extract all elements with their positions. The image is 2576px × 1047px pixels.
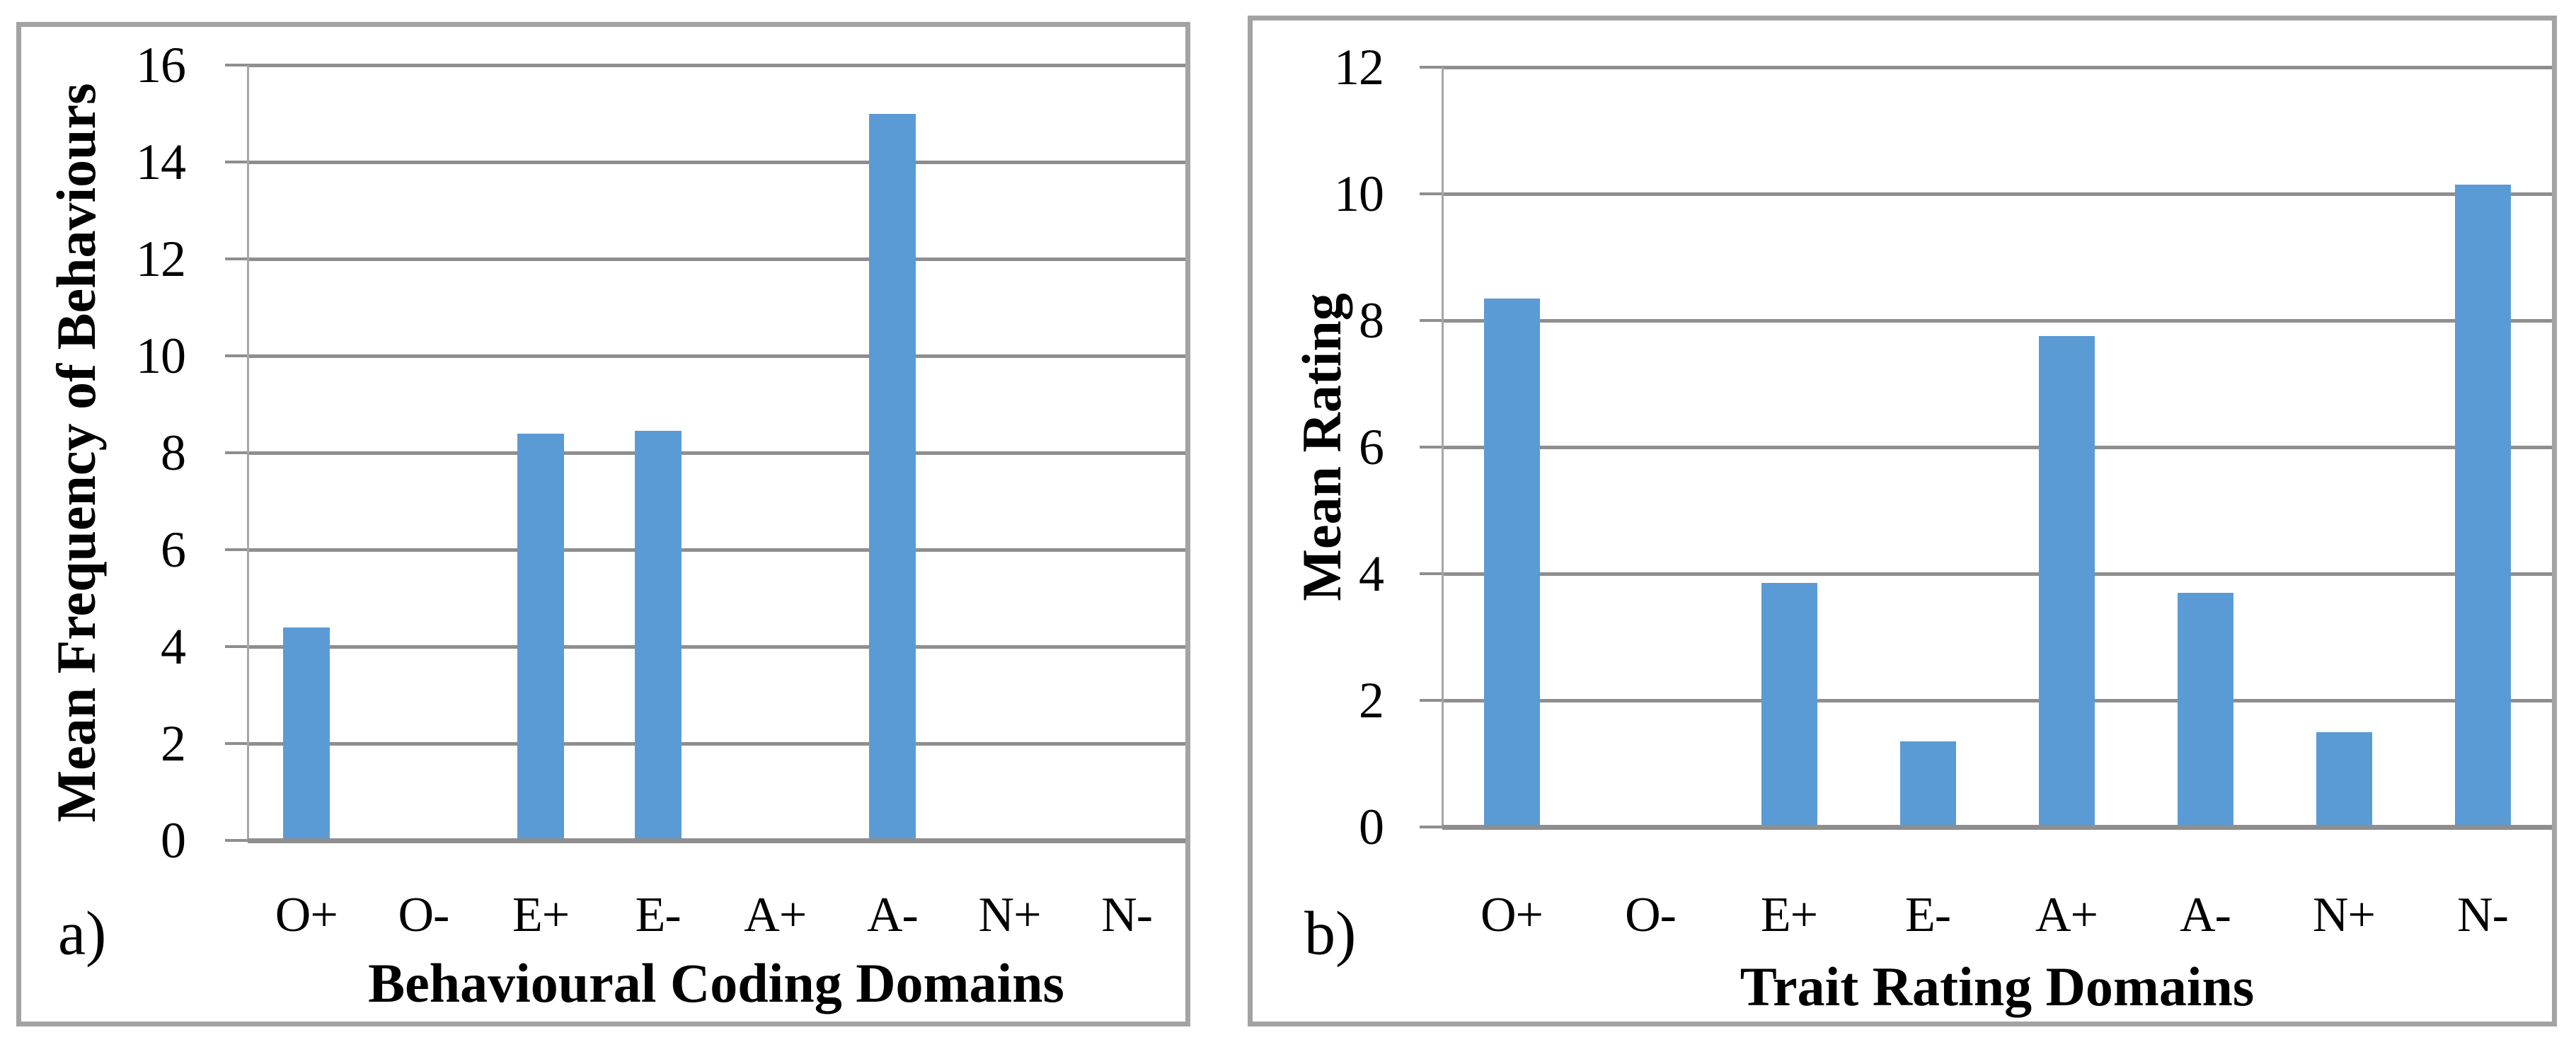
gridline-y6 [248, 548, 1185, 552]
y-axis-title-a: Mean Frequency of Behaviours [45, 83, 107, 823]
bar-A+ [2039, 336, 2095, 827]
x-axis-line [248, 838, 1185, 843]
category-label-E+: E+ [1760, 888, 1818, 942]
y-axis-line [247, 65, 249, 840]
tick-mark-y2 [225, 742, 248, 745]
category-label-A-: A- [2180, 888, 2231, 942]
tick-label-y14: 14 [136, 134, 186, 190]
gridline-y8 [248, 451, 1185, 455]
gridline-y10 [248, 354, 1185, 358]
x-axis-title-a: Behavioural Coding Domains [368, 952, 1064, 1014]
bar-A- [869, 114, 916, 841]
category-label-N-: N- [2457, 888, 2509, 942]
bar-E+ [517, 434, 564, 840]
category-label-E-: E- [1904, 888, 1951, 942]
tick-mark-y10 [225, 354, 248, 357]
tick-label-y8: 8 [161, 424, 186, 481]
bar-E- [635, 431, 682, 840]
category-label-O-: O- [1625, 888, 1677, 942]
tick-label-y2: 2 [161, 715, 186, 772]
gridline-y6 [1442, 446, 2552, 449]
tick-mark-y12 [225, 258, 248, 260]
gridline-y2 [248, 742, 1185, 746]
tick-label-y0: 0 [161, 812, 186, 869]
tick-label-y10: 10 [1334, 166, 1384, 222]
tick-label-y10: 10 [136, 328, 186, 384]
tick-label-y4: 4 [161, 618, 186, 675]
panel-label-a: a) [58, 899, 107, 968]
gridline-y16 [248, 64, 1185, 67]
gridline-y8 [1442, 319, 2552, 323]
panel-a-inner: 0 2 4 6 8 10 12 14 16 O+ O- E+ E- A+ A- N+ N- Mean Frequ… [21, 27, 1185, 1022]
tick-mark-y0 [1420, 826, 1442, 828]
tick-label-y2: 2 [1359, 672, 1384, 729]
category-label-A+: A+ [2035, 888, 2098, 942]
panel-b: 0 2 4 6 8 10 12 O+ O- E+ E- A+ A- N+ N- Mean Rating Tr… [1248, 16, 2557, 1026]
tick-label-y6: 6 [161, 521, 186, 578]
tick-mark-y16 [225, 64, 248, 66]
bar-A- [2178, 593, 2233, 827]
tick-mark-y14 [225, 161, 248, 163]
tick-label-y4: 4 [1359, 545, 1384, 602]
tick-label-y8: 8 [1359, 292, 1384, 349]
category-label-A-: A- [867, 888, 919, 942]
panel-label-b: b) [1304, 899, 1357, 968]
bar-O+ [283, 627, 330, 840]
category-label-O+: O+ [1480, 888, 1543, 942]
tick-mark-y8 [225, 451, 248, 454]
tick-mark-y8 [1420, 319, 1442, 322]
x-axis-title-b: Trait Rating Domains [1740, 956, 2255, 1017]
category-label-N+: N+ [2312, 888, 2376, 942]
bar-E+ [1761, 583, 1817, 827]
gridline-y14 [248, 161, 1185, 164]
y-axis-title-b: Mean Rating [1291, 293, 1352, 601]
category-label-E+: E+ [512, 888, 570, 942]
tick-mark-y4 [225, 645, 248, 648]
tick-label-y12: 12 [1334, 39, 1384, 96]
bar-N- [2455, 185, 2511, 827]
tick-mark-y0 [225, 839, 248, 842]
gridline-y12 [1442, 66, 2552, 69]
tick-mark-y12 [1420, 66, 1442, 69]
tick-label-y12: 12 [136, 231, 186, 287]
tick-mark-y4 [1420, 572, 1442, 575]
tick-mark-y6 [225, 548, 248, 551]
tick-label-y6: 6 [1359, 419, 1384, 475]
category-label-E-: E- [635, 888, 682, 942]
x-axis-line [1442, 825, 2552, 830]
bar-N+ [2316, 732, 2372, 827]
tick-label-y0: 0 [1359, 799, 1384, 855]
gridline-y4 [1442, 572, 2552, 576]
category-label-O-: O- [398, 888, 450, 942]
tick-mark-y10 [1420, 192, 1442, 195]
gridline-y4 [248, 645, 1185, 649]
bar-O+ [1484, 299, 1540, 827]
category-label-O+: O+ [275, 888, 338, 942]
tick-mark-y2 [1420, 699, 1442, 702]
category-label-N+: N+ [978, 888, 1042, 942]
gridline-y2 [1442, 699, 2552, 702]
tick-mark-y6 [1420, 446, 1442, 449]
gridline-y12 [248, 258, 1185, 261]
panel-b-inner: 0 2 4 6 8 10 12 O+ O- E+ E- A+ A- N+ N- Mean Rating Tr… [1253, 21, 2552, 1022]
panel-a: 0 2 4 6 8 10 12 14 16 O+ O- E+ E- A+ A- N+ N- Mean Frequ… [16, 22, 1190, 1026]
category-label-A+: A+ [744, 888, 807, 942]
y-axis-line [1442, 67, 1444, 827]
gridline-y10 [1442, 192, 2552, 196]
bar-E- [1900, 741, 1956, 827]
category-label-N-: N- [1101, 888, 1153, 942]
tick-label-y16: 16 [136, 37, 186, 93]
